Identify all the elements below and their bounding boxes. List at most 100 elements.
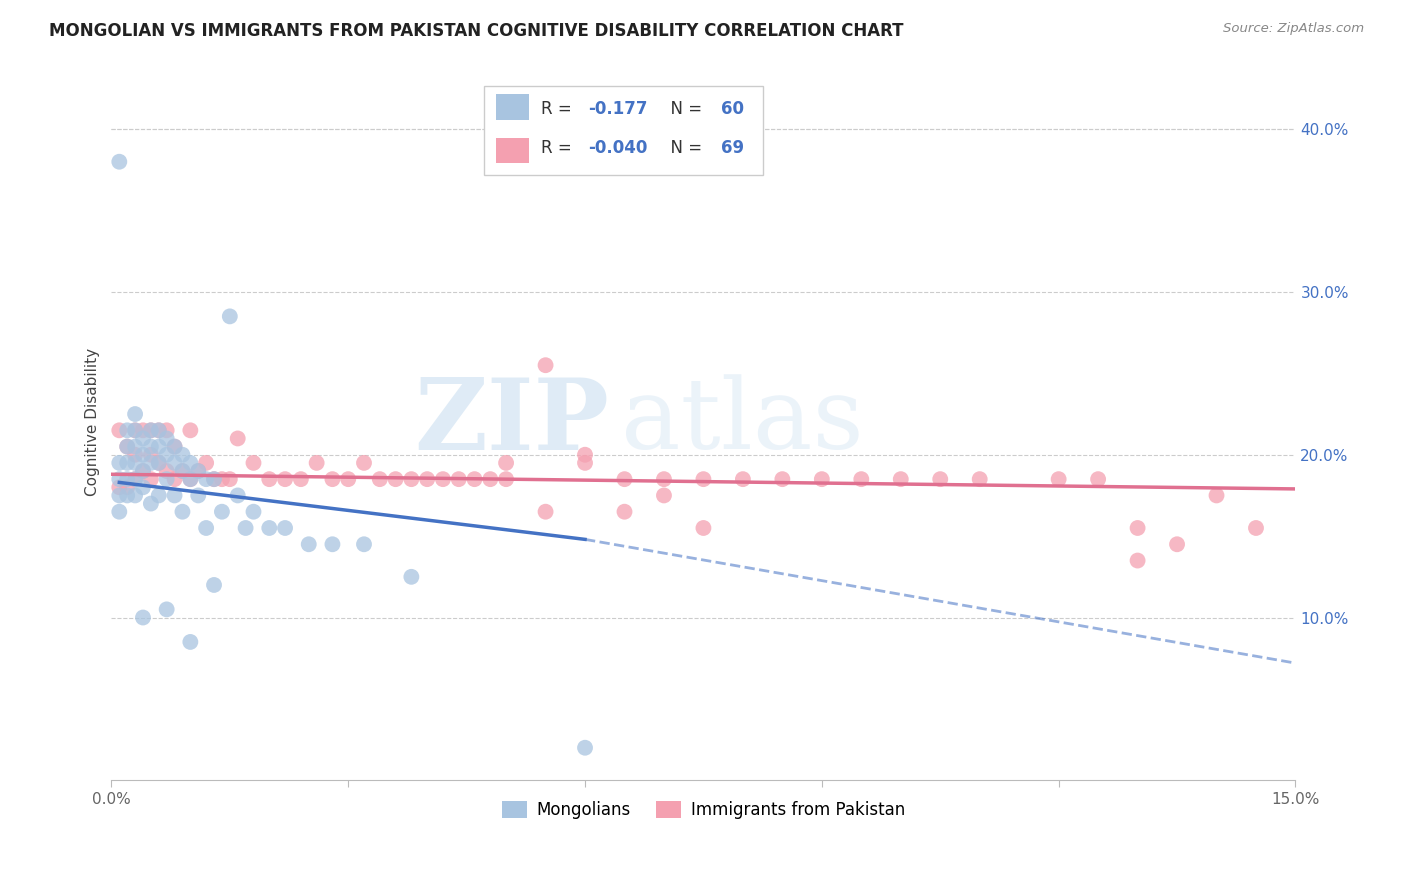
Point xyxy=(124,407,146,421)
Point xyxy=(156,423,179,437)
Point xyxy=(124,423,146,437)
Point xyxy=(337,472,360,486)
Point xyxy=(969,472,991,486)
Point xyxy=(172,505,194,519)
Point xyxy=(139,472,162,486)
Point xyxy=(156,602,179,616)
Point xyxy=(534,358,557,372)
Point xyxy=(132,423,155,437)
Legend: Mongolians, Immigrants from Pakistan: Mongolians, Immigrants from Pakistan xyxy=(495,794,912,826)
Point xyxy=(132,480,155,494)
Point xyxy=(202,578,225,592)
Point xyxy=(148,488,170,502)
Point xyxy=(929,472,952,486)
Point xyxy=(115,488,138,502)
Point xyxy=(353,537,375,551)
Point xyxy=(211,505,233,519)
Point xyxy=(124,423,146,437)
Point xyxy=(811,472,834,486)
Point xyxy=(124,472,146,486)
Point xyxy=(132,610,155,624)
Point xyxy=(495,456,517,470)
Point xyxy=(179,635,201,649)
Point xyxy=(148,440,170,454)
Point xyxy=(574,448,596,462)
Point xyxy=(1166,537,1188,551)
Point xyxy=(259,521,281,535)
Text: 60: 60 xyxy=(721,100,744,118)
Text: R =: R = xyxy=(541,100,578,118)
Point xyxy=(124,488,146,502)
Point xyxy=(613,505,636,519)
Point xyxy=(108,480,131,494)
Point xyxy=(1244,521,1267,535)
Point xyxy=(305,456,328,470)
Point xyxy=(242,505,264,519)
Point xyxy=(156,432,179,446)
Point xyxy=(139,423,162,437)
Text: MONGOLIAN VS IMMIGRANTS FROM PAKISTAN COGNITIVE DISABILITY CORRELATION CHART: MONGOLIAN VS IMMIGRANTS FROM PAKISTAN CO… xyxy=(49,22,904,40)
Point xyxy=(115,423,138,437)
Point xyxy=(163,440,186,454)
Point xyxy=(124,456,146,470)
Point xyxy=(242,456,264,470)
Point xyxy=(1126,521,1149,535)
Point xyxy=(108,488,131,502)
Point xyxy=(124,440,146,454)
Point xyxy=(226,488,249,502)
Text: Source: ZipAtlas.com: Source: ZipAtlas.com xyxy=(1223,22,1364,36)
Text: 69: 69 xyxy=(721,139,744,157)
Point xyxy=(163,456,186,470)
Point xyxy=(115,472,138,486)
Point xyxy=(139,423,162,437)
Point xyxy=(115,480,138,494)
Point xyxy=(148,423,170,437)
Point xyxy=(195,521,218,535)
Point xyxy=(692,472,714,486)
Point xyxy=(172,448,194,462)
Bar xyxy=(496,94,530,120)
Point xyxy=(148,423,170,437)
Text: N =: N = xyxy=(659,139,707,157)
Point xyxy=(613,472,636,486)
Text: ZIP: ZIP xyxy=(413,374,609,471)
Point xyxy=(187,464,209,478)
FancyBboxPatch shape xyxy=(485,86,762,175)
Point xyxy=(416,472,439,486)
Text: R =: R = xyxy=(541,139,578,157)
Point xyxy=(1126,553,1149,567)
Point xyxy=(156,464,179,478)
Point xyxy=(148,456,170,470)
Point xyxy=(218,472,240,486)
Point xyxy=(148,456,170,470)
Point xyxy=(195,472,218,486)
Point xyxy=(156,448,179,462)
Point xyxy=(353,456,375,470)
Point xyxy=(179,423,201,437)
Point xyxy=(132,432,155,446)
Point xyxy=(195,456,218,470)
Point xyxy=(202,472,225,486)
Point xyxy=(108,505,131,519)
Point xyxy=(108,472,131,486)
Point xyxy=(108,423,131,437)
Point xyxy=(139,497,162,511)
Point xyxy=(156,472,179,486)
Point xyxy=(139,440,162,454)
Point xyxy=(132,464,155,478)
Point xyxy=(108,154,131,169)
Point xyxy=(163,488,186,502)
Point xyxy=(851,472,873,486)
Point xyxy=(731,472,754,486)
Point xyxy=(132,448,155,462)
Point xyxy=(1047,472,1070,486)
Point xyxy=(479,472,502,486)
Point xyxy=(298,537,321,551)
Point xyxy=(432,472,454,486)
Point xyxy=(218,310,240,324)
Point xyxy=(179,472,201,486)
Point xyxy=(692,521,714,535)
Point xyxy=(321,472,343,486)
Point xyxy=(163,472,186,486)
Point xyxy=(139,448,162,462)
